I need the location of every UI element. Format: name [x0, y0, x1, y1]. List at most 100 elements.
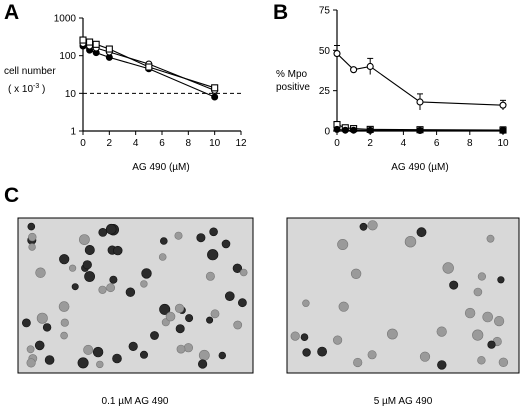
cell-blob: [232, 263, 243, 273]
chart-b-ylabel-line1: % Mpo: [276, 69, 308, 80]
chart-a-x-tick-label: 6: [159, 138, 165, 149]
cell-blob: [209, 227, 218, 237]
cell-blob: [112, 353, 122, 364]
cell-blob: [353, 357, 363, 368]
cell-blob: [60, 331, 68, 340]
cell-blob: [165, 311, 176, 322]
panel-letter-a: A: [4, 1, 19, 24]
chart-a-x-tick-label: 2: [107, 138, 113, 149]
chart-b-point-filled-circle: [341, 126, 349, 134]
chart-b-point-filled-circle: [333, 125, 341, 133]
chart-a-ylabel-line2: ( x 10-3 ): [8, 83, 45, 95]
chart-b-point-filled-circle: [350, 126, 358, 134]
chart-b-y-tick-label: 0: [324, 127, 330, 138]
cell-blob: [198, 359, 208, 369]
cell-blob: [442, 262, 454, 274]
cell-blob: [58, 301, 70, 312]
cell-blob: [158, 253, 167, 261]
cell-blob: [125, 287, 136, 297]
chart-a-y-tick-label: 100: [59, 51, 76, 62]
chart-a-point-square: [86, 38, 94, 46]
cell-blob: [290, 331, 300, 341]
cell-blob: [128, 341, 138, 352]
chart-a-x-tick-label: 8: [186, 138, 192, 149]
micrograph-low-dose-cells: [21, 222, 248, 369]
cell-blob: [300, 333, 309, 342]
cell-blob: [71, 283, 79, 291]
chart-a-y-tick-label: 1000: [54, 14, 77, 25]
cell-blob: [419, 351, 431, 362]
chart-a-ylabel-line1: cell number: [4, 66, 56, 77]
cell-blob: [44, 355, 55, 365]
chart-a-point-square: [211, 84, 219, 92]
cell-blob: [233, 320, 243, 330]
cell-blob: [225, 291, 235, 302]
cell-blob: [386, 328, 398, 340]
chart-a-xlabel: AG 490 (µM): [132, 162, 189, 173]
chart-b-x-tick-label: 2: [367, 138, 373, 149]
cell-blob: [26, 345, 35, 354]
cell-blob: [302, 348, 311, 357]
cell-blob: [482, 311, 494, 323]
cell-blob: [185, 314, 194, 323]
cell-blob: [176, 344, 186, 354]
chart-b-point-filled-circle: [499, 127, 507, 135]
cell-blob: [449, 280, 459, 290]
cell-blob: [27, 222, 36, 231]
chart-b-ylabel-line2: positive: [276, 82, 310, 93]
cell-blob: [160, 237, 168, 245]
cell-blob: [150, 331, 159, 340]
chart-b: 0 2 4 6 8 10 0 25 50 75 % Mpo positive AG 490 (µM…: [276, 6, 509, 174]
cell-blob: [183, 343, 193, 353]
cell-blob: [350, 268, 362, 279]
cell-blob: [141, 268, 152, 279]
cell-blob: [196, 233, 206, 243]
chart-a-ticks: 0 2 4 6 8 10 12 1 10 100 1000: [54, 14, 247, 150]
cell-blob: [464, 307, 476, 319]
chart-b-x-tick-label: 6: [434, 138, 440, 149]
chart-b-x-tick-label: 4: [401, 138, 407, 149]
cell-blob: [210, 309, 220, 319]
chart-b-point-open-circle: [499, 101, 507, 109]
chart-b-x-tick-label: 8: [467, 138, 473, 149]
cell-blob: [487, 340, 496, 349]
cell-blob: [302, 299, 310, 307]
chart-b-point-open-circle: [333, 50, 341, 58]
cell-blob: [477, 356, 486, 365]
panel-letter-b: B: [273, 1, 288, 24]
cell-blob: [84, 271, 95, 282]
cell-blob: [82, 260, 92, 270]
chart-b-x-tick-label: 10: [497, 138, 509, 149]
chart-b-point-filled-circle: [416, 127, 424, 135]
chart-b-series: [333, 44, 507, 135]
cell-blob: [83, 344, 94, 355]
cell-blob: [221, 239, 231, 249]
cell-blob: [338, 301, 349, 312]
chart-b-axes: [336, 10, 503, 132]
chart-a-point-square: [79, 36, 87, 44]
chart-b-point-open-circle: [366, 62, 374, 71]
cell-blob: [140, 280, 148, 288]
cell-blob: [42, 323, 52, 332]
cell-blob: [436, 326, 447, 337]
cell-blob: [77, 357, 89, 369]
cell-blob: [26, 358, 36, 368]
cell-blob: [477, 272, 487, 281]
cell-blob: [96, 360, 104, 369]
cell-blob: [218, 351, 227, 360]
cell-blob: [34, 340, 45, 351]
cell-blob: [206, 316, 214, 324]
chart-a-point-filled-circle: [211, 93, 219, 101]
chart-a-x-tick-label: 10: [209, 138, 221, 149]
cell-blob: [84, 245, 95, 256]
cell-blob: [36, 312, 48, 324]
chart-b-x-tick-label: 0: [334, 138, 340, 149]
cell-blob: [404, 236, 417, 248]
chart-a: 0 2 4 6 8 10 12 1 10 100 1000 cell number ( x 10-3…: [4, 14, 247, 174]
cell-blob: [105, 223, 117, 235]
cell-blob: [21, 318, 31, 328]
micrograph-low-dose: [17, 217, 254, 374]
cell-blob: [198, 349, 210, 361]
cell-blob: [359, 222, 368, 231]
chart-a-point-square: [105, 45, 113, 53]
